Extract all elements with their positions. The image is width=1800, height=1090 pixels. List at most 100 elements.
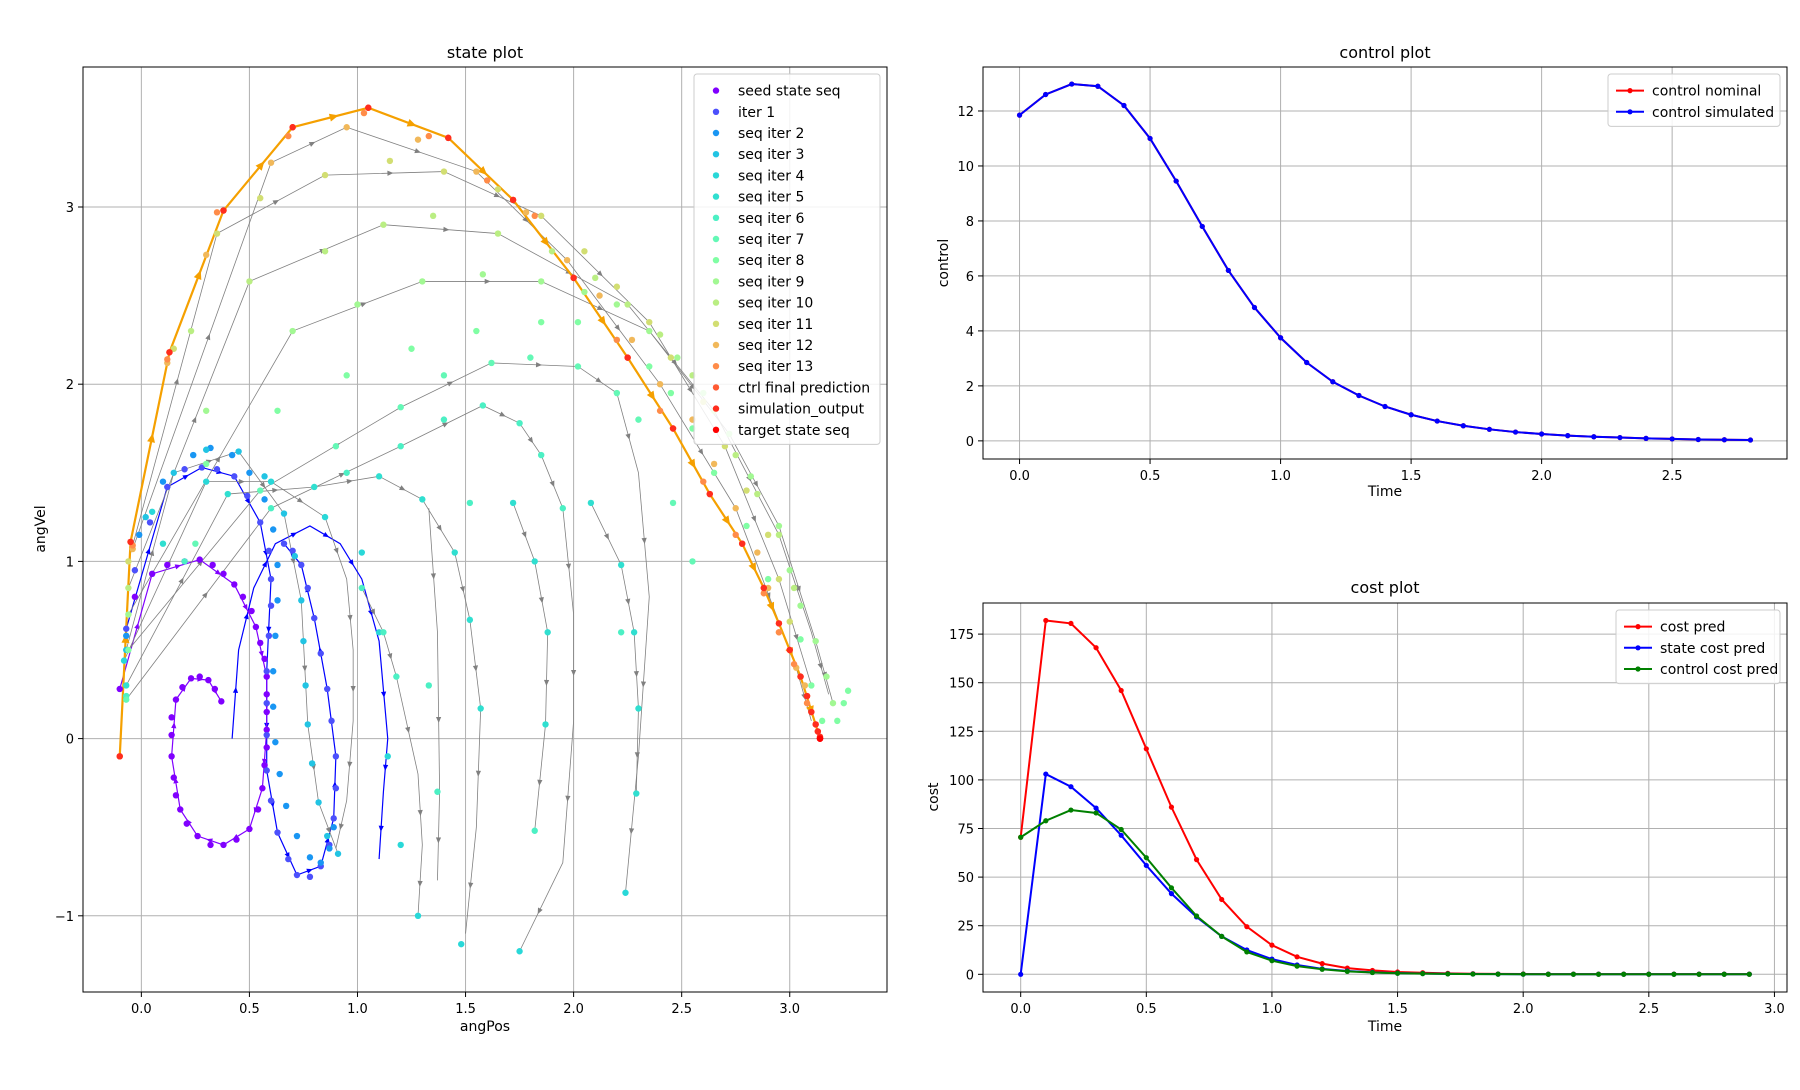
state-arrowhead xyxy=(595,377,602,383)
state-point xyxy=(522,209,530,216)
state-arrowhead xyxy=(244,497,251,505)
state-legend-label: seed state seq xyxy=(738,84,841,100)
state-point xyxy=(537,451,545,459)
state-point xyxy=(267,602,275,609)
state-legend-marker xyxy=(712,87,720,94)
state-arrowhead xyxy=(238,479,245,485)
state-arrowhead xyxy=(442,422,449,428)
state-point xyxy=(263,673,270,680)
state-point xyxy=(818,717,826,725)
state-point xyxy=(429,212,437,220)
state-arrowhead xyxy=(535,362,543,368)
state-series-13 xyxy=(129,109,811,707)
state-legend-marker xyxy=(712,235,720,243)
state-point xyxy=(324,832,331,840)
control-ytick-label: 2 xyxy=(966,380,974,395)
state-trajectory-path xyxy=(590,502,639,794)
state-point xyxy=(710,469,718,476)
control-point xyxy=(1199,223,1205,230)
control-line xyxy=(1018,83,1751,442)
cost-xtick-label: 1.0 xyxy=(1262,1002,1283,1017)
cost-point xyxy=(1143,746,1149,752)
cost-point xyxy=(1168,804,1175,810)
state-arrowhead xyxy=(145,547,151,555)
state-arrowhead xyxy=(205,333,211,341)
state-xtick-label: 0.5 xyxy=(239,1002,260,1017)
state-point xyxy=(473,168,480,175)
state-point xyxy=(812,637,819,645)
state-point xyxy=(298,561,305,569)
cost-point xyxy=(1369,969,1376,976)
state-arrowhead xyxy=(405,726,411,734)
state-point xyxy=(360,109,368,117)
state-point xyxy=(269,668,277,675)
cost-plot: 0.0 0.5 1.0 1.5 2.0 2.5 3.0 0 25 50 75 100 125 150 175… xyxy=(926,578,1788,1035)
state-arrowhead xyxy=(499,411,506,417)
state-legend-marker xyxy=(712,214,720,221)
state-point xyxy=(419,278,426,285)
state-point xyxy=(581,288,588,296)
state-point xyxy=(263,731,270,739)
state-point xyxy=(624,354,631,361)
control-point xyxy=(1173,178,1179,184)
state-arrowhead xyxy=(537,907,543,915)
state-arrowhead xyxy=(348,559,354,566)
state-point xyxy=(397,841,404,849)
state-point xyxy=(263,691,270,698)
state-point xyxy=(414,912,422,920)
cost-point xyxy=(1043,617,1049,624)
state-arrowhead xyxy=(387,170,394,176)
state-point xyxy=(213,230,221,237)
state-point xyxy=(812,721,819,728)
state-xtick-label: 1.0 xyxy=(347,1002,368,1017)
state-point xyxy=(302,682,309,689)
state-ytick-label: −1 xyxy=(55,910,74,925)
state-point xyxy=(267,505,275,512)
state-point xyxy=(123,682,130,689)
control-point xyxy=(1434,418,1440,424)
cost-point xyxy=(1168,891,1175,897)
state-point xyxy=(544,629,551,636)
state-point xyxy=(261,496,268,503)
state-point xyxy=(257,519,264,526)
state-arrowhead xyxy=(214,456,221,463)
state-point xyxy=(311,614,318,622)
state-point xyxy=(274,829,281,836)
control-xtick-label: 1.0 xyxy=(1270,469,1291,484)
state-arrowhead xyxy=(306,868,313,874)
state-legend-label: seq iter 3 xyxy=(738,147,804,163)
state-point xyxy=(202,446,210,453)
state-legend-label: seq iter 9 xyxy=(738,274,804,290)
state-arrowhead xyxy=(191,416,197,424)
state-arrowhead xyxy=(472,665,479,672)
state-arrowhead xyxy=(338,472,346,478)
state-point xyxy=(267,575,275,583)
cost-point xyxy=(1269,942,1275,948)
state-arrowhead xyxy=(751,515,756,523)
control-point xyxy=(1069,81,1075,87)
state-point xyxy=(375,473,383,480)
state-point xyxy=(315,799,322,806)
state-point xyxy=(261,761,268,769)
state-point xyxy=(259,785,266,792)
control-point xyxy=(1043,91,1049,98)
control-point xyxy=(1539,431,1545,437)
state-legend-marker xyxy=(712,426,720,433)
state-point xyxy=(224,490,232,498)
state-point xyxy=(293,871,301,879)
state-legend-marker xyxy=(712,320,720,327)
state-point xyxy=(164,356,171,363)
state-point xyxy=(445,134,452,142)
state-point xyxy=(669,499,677,507)
state-point xyxy=(466,499,474,507)
state-arrowhead xyxy=(443,226,450,232)
state-point xyxy=(630,629,638,636)
cost-legend-label: control cost pred xyxy=(1660,662,1778,678)
state-point xyxy=(177,806,184,813)
state-point xyxy=(656,380,664,388)
cost-xtick-label: 0.0 xyxy=(1010,1002,1031,1017)
state-point xyxy=(646,327,653,335)
control-plot-ylabel: control xyxy=(936,239,952,288)
cost-point xyxy=(1068,620,1074,627)
state-point xyxy=(617,561,625,569)
